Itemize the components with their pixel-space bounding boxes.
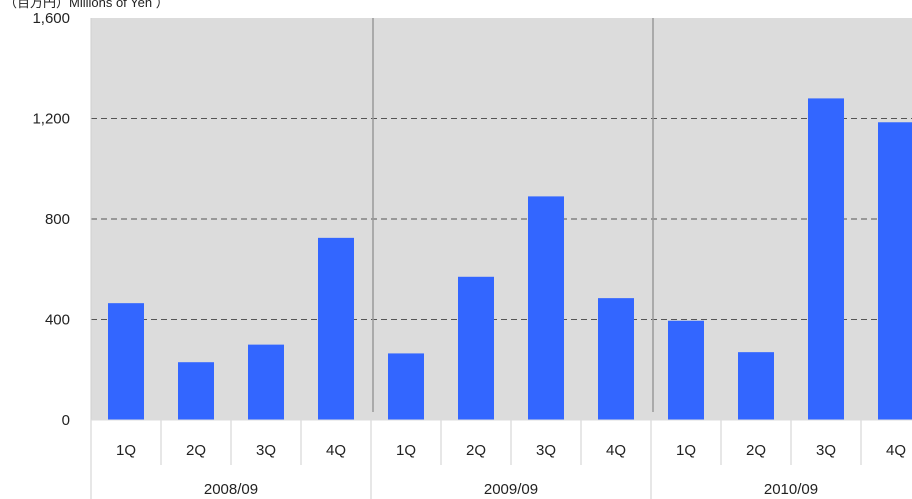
y-axis-ticks: 0 400 800 1,200 1,600 <box>32 10 70 429</box>
x-tick-label: 4Q <box>886 442 906 459</box>
bar <box>878 122 912 421</box>
x-tick-label: 4Q <box>326 442 346 459</box>
bar <box>598 298 634 420</box>
x-tick-label: 2Q <box>746 442 766 459</box>
grid-lines <box>91 118 912 320</box>
bars <box>108 98 912 421</box>
y-tick-label: 0 <box>62 412 70 429</box>
bar <box>458 276 494 420</box>
bar <box>178 362 214 420</box>
bar <box>668 320 704 420</box>
x-tick-label: 4Q <box>606 442 626 459</box>
x-tick-label: 2Q <box>186 442 206 459</box>
y-tick-label: 400 <box>45 312 70 329</box>
x-tick-label: 1Q <box>676 442 696 459</box>
x-group-label: 2008/09 <box>204 481 258 498</box>
y-tick-label: 1,200 <box>32 111 70 128</box>
y-tick-label: 1,600 <box>32 10 70 27</box>
bar <box>318 237 354 420</box>
bar <box>738 352 774 420</box>
x-axis: 1Q 2Q 3Q 4Q 2008/09 1Q 2Q 3Q 4Q 2009/09 1Q 2Q 3Q 4Q 20… <box>90 18 912 499</box>
bar <box>108 303 144 420</box>
x-tick-label: 3Q <box>816 442 836 459</box>
x-tick-label: 3Q <box>536 442 556 459</box>
bar <box>528 196 564 420</box>
bar <box>808 98 844 421</box>
bar <box>388 353 424 420</box>
x-group-label: 2009/09 <box>484 481 538 498</box>
unit-label: （百万円）Millions of Yen ） <box>4 0 169 10</box>
x-tick-label: 1Q <box>116 442 136 459</box>
bar <box>248 344 284 420</box>
group-separators <box>372 18 654 412</box>
y-tick-label: 800 <box>45 211 70 228</box>
x-tick-label: 1Q <box>396 442 416 459</box>
x-tick-label: 3Q <box>256 442 276 459</box>
x-group-label: 2010/09 <box>764 481 818 498</box>
x-tick-label: 2Q <box>466 442 486 459</box>
